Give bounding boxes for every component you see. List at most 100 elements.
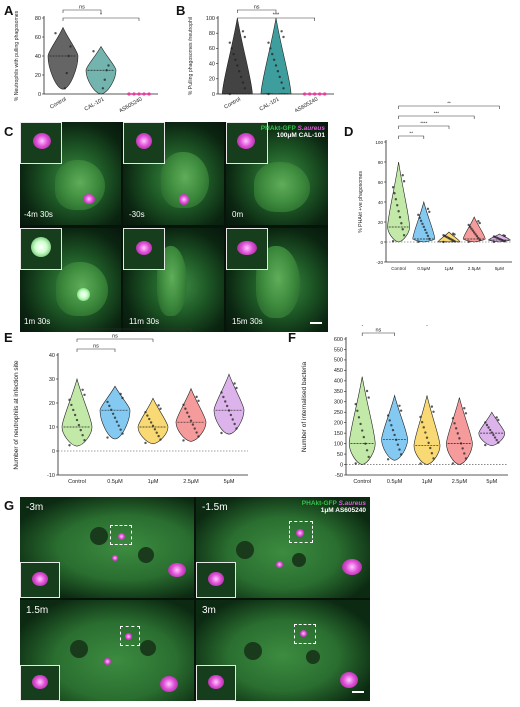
data-point bbox=[75, 418, 79, 422]
data-point bbox=[401, 174, 404, 177]
data-point bbox=[364, 442, 367, 445]
roi-box bbox=[120, 626, 140, 646]
frame-c5: 11m 30s bbox=[123, 228, 224, 332]
significance-bracket bbox=[76, 348, 116, 352]
data-point bbox=[356, 409, 359, 412]
data-point bbox=[453, 422, 456, 425]
data-point bbox=[155, 431, 158, 434]
violin-shape bbox=[213, 373, 245, 435]
data-point bbox=[121, 432, 124, 435]
data-point bbox=[243, 87, 247, 90]
data-point bbox=[119, 428, 122, 431]
x-tick-label: 0.5μM bbox=[107, 479, 123, 485]
data-point bbox=[400, 222, 403, 225]
data-point bbox=[105, 69, 108, 72]
scale-bar bbox=[352, 691, 364, 693]
data-point bbox=[470, 227, 473, 230]
data-point bbox=[271, 52, 274, 56]
data-point bbox=[67, 54, 70, 58]
data-point bbox=[394, 198, 398, 201]
significance-bracket bbox=[76, 328, 192, 332]
data-point bbox=[471, 229, 475, 232]
data-point bbox=[398, 216, 402, 219]
data-point bbox=[425, 436, 429, 439]
panel-letter-e: E bbox=[4, 330, 13, 345]
data-point bbox=[398, 404, 401, 407]
condition-label: 1μM AS605240 bbox=[320, 507, 366, 514]
data-point bbox=[113, 416, 117, 419]
significance-label: ns bbox=[375, 328, 381, 334]
chart-e: -10 0 10 20 30 40 Number of neutrophils at inf… bbox=[13, 325, 248, 485]
y-tick-label: 60 bbox=[35, 35, 41, 41]
data-point bbox=[464, 412, 468, 415]
panel-letter-d: D bbox=[344, 124, 354, 139]
data-point bbox=[490, 431, 493, 434]
data-point bbox=[106, 436, 109, 439]
y-tick-label: -20 bbox=[376, 260, 383, 265]
y-tick-label: -10 bbox=[47, 473, 55, 479]
data-point bbox=[233, 422, 236, 426]
data-point bbox=[357, 416, 361, 419]
vacuole bbox=[90, 527, 108, 545]
legend-gfp: PHAkt-GFP bbox=[301, 500, 337, 507]
data-point bbox=[70, 403, 73, 407]
significance-bracket bbox=[76, 338, 154, 342]
violin-shape bbox=[260, 17, 292, 95]
data-point bbox=[228, 41, 232, 44]
y-tick-label: 40 bbox=[378, 200, 384, 205]
violin-shape bbox=[437, 231, 461, 243]
data-point bbox=[159, 438, 162, 441]
data-point bbox=[493, 436, 497, 439]
timepoint-label: 1.5m bbox=[26, 605, 49, 616]
data-point bbox=[77, 423, 81, 427]
x-tick-label: 2.5μM bbox=[452, 479, 468, 485]
bacteria-blob bbox=[136, 133, 152, 149]
y-tick-label: 450 bbox=[334, 368, 343, 374]
data-point bbox=[477, 220, 480, 223]
y-tick-label: -50 bbox=[335, 473, 343, 479]
data-point bbox=[497, 441, 500, 444]
significance-label: ** bbox=[409, 131, 413, 136]
x-tick-label: Control bbox=[68, 479, 86, 485]
data-point bbox=[189, 419, 193, 422]
significance-label: * bbox=[100, 13, 103, 19]
data-point bbox=[397, 210, 400, 213]
frame-g1: -3m bbox=[20, 497, 194, 598]
data-point bbox=[463, 407, 466, 410]
data-point bbox=[365, 449, 369, 452]
data-point bbox=[115, 420, 119, 423]
timepoint-label: -3m bbox=[26, 502, 44, 513]
data-point bbox=[492, 235, 496, 238]
data-point bbox=[418, 216, 421, 220]
x-tick-label: Control bbox=[49, 97, 67, 111]
bacteria-blob bbox=[342, 559, 362, 575]
x-tick-label: 1μM bbox=[444, 266, 453, 271]
data-point bbox=[474, 233, 477, 236]
data-point bbox=[419, 415, 422, 419]
condition-label: 100μM CAL-101 bbox=[276, 132, 325, 139]
bacteria-blob bbox=[104, 658, 111, 665]
data-point bbox=[402, 234, 406, 237]
data-point bbox=[147, 92, 151, 96]
data-point bbox=[354, 402, 357, 406]
data-point bbox=[399, 453, 403, 456]
data-point bbox=[233, 382, 236, 385]
data-point bbox=[274, 64, 278, 67]
x-tick-label: 5μM bbox=[495, 266, 504, 271]
bacteria-blob bbox=[33, 133, 51, 149]
data-point bbox=[65, 71, 68, 75]
data-point bbox=[241, 81, 245, 84]
bacteria-blob bbox=[136, 241, 152, 255]
data-point bbox=[195, 431, 198, 434]
data-point bbox=[391, 428, 395, 432]
data-point bbox=[197, 399, 200, 403]
significance-bracket bbox=[361, 332, 395, 336]
panel-letter-f: F bbox=[288, 330, 296, 345]
data-point bbox=[106, 400, 109, 404]
data-point bbox=[402, 180, 406, 183]
inset-c6 bbox=[226, 228, 268, 270]
violin-shape bbox=[99, 385, 131, 440]
y-tick-label: 0 bbox=[380, 240, 383, 245]
data-point bbox=[362, 435, 366, 439]
y-tick-label: 300 bbox=[334, 400, 343, 406]
